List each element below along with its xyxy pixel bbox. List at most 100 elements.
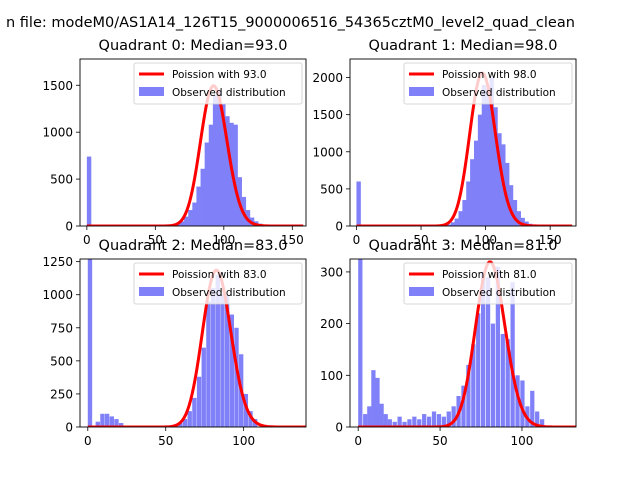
legend-fit-label: Poission with 83.0 bbox=[172, 269, 267, 281]
histogram-bar bbox=[375, 377, 380, 427]
histogram-bar bbox=[109, 416, 114, 427]
histogram-bar bbox=[417, 419, 422, 427]
x-tick-label: 0 bbox=[354, 434, 362, 448]
histogram-bar bbox=[210, 288, 216, 427]
histogram-bar bbox=[490, 323, 496, 427]
histogram-bar bbox=[367, 406, 372, 427]
histogram-bar bbox=[512, 200, 518, 226]
x-tick-label: 50 bbox=[413, 233, 428, 247]
legend-box bbox=[403, 62, 573, 105]
histogram-bar bbox=[510, 282, 515, 427]
y-tick-label: 200 bbox=[320, 317, 343, 331]
histogram-bar bbox=[500, 333, 505, 427]
histogram-bar bbox=[397, 416, 402, 427]
legend-box bbox=[403, 262, 573, 305]
histogram-bar bbox=[233, 124, 238, 226]
histogram-bar bbox=[436, 414, 442, 427]
histogram-bar bbox=[505, 339, 510, 427]
legend-box bbox=[133, 262, 303, 305]
y-tick-label: 1500 bbox=[42, 79, 73, 93]
y-tick-label: 0 bbox=[65, 220, 73, 234]
legend: Poission with 98.0 Observed distribution bbox=[403, 62, 573, 105]
histogram-bar bbox=[520, 380, 525, 427]
histogram-bar bbox=[356, 181, 361, 226]
histogram-bar bbox=[95, 421, 100, 427]
histogram-bar bbox=[234, 327, 239, 427]
y-tick-label: 2000 bbox=[312, 71, 343, 85]
histogram-bar bbox=[426, 416, 432, 427]
legend-fit-label: Poission with 98.0 bbox=[442, 69, 537, 81]
y-tick-label: 300 bbox=[320, 265, 343, 279]
histogram-bar bbox=[485, 88, 490, 226]
histogram-bar bbox=[383, 414, 388, 427]
legend: Poission with 83.0 Observed distribution bbox=[133, 262, 303, 305]
histogram-bar bbox=[216, 89, 222, 226]
histogram-bar bbox=[196, 376, 202, 427]
histogram-bar bbox=[466, 364, 471, 427]
x-tick-label: 50 bbox=[148, 233, 163, 247]
histogram-bar bbox=[481, 84, 487, 226]
panel-title: Quadrant 0: Median=93.0 bbox=[99, 38, 288, 54]
legend-hist-swatch bbox=[139, 87, 164, 96]
histogram-bar bbox=[215, 274, 220, 427]
x-tick-label: 50 bbox=[432, 434, 447, 448]
y-tick-label: 500 bbox=[50, 354, 73, 368]
histogram-bar bbox=[86, 156, 92, 226]
histogram-bar bbox=[100, 413, 105, 427]
panel-title: Quadrant 1: Median=98.0 bbox=[369, 38, 558, 54]
y-tick-label: 0 bbox=[335, 421, 343, 435]
histogram-bar bbox=[470, 159, 475, 226]
histogram-bar bbox=[196, 186, 201, 226]
histogram-bar bbox=[535, 411, 540, 427]
y-tick-label: 250 bbox=[50, 387, 73, 401]
histogram-bar bbox=[454, 218, 459, 226]
histogram-bar bbox=[188, 210, 193, 226]
histogram-bar bbox=[118, 423, 124, 427]
histogram-bar bbox=[206, 301, 211, 427]
x-tick-label: 150 bbox=[539, 233, 562, 247]
legend-box bbox=[133, 62, 303, 105]
histogram-bar bbox=[450, 222, 456, 226]
histogram-bar bbox=[358, 259, 363, 427]
histogram-bar bbox=[422, 414, 427, 427]
histogram-bar bbox=[392, 421, 397, 427]
plot-area bbox=[86, 84, 304, 226]
panel-title: Quadrant 3: Median=81.0 bbox=[369, 238, 558, 254]
y-tick-label: 1000 bbox=[42, 126, 73, 140]
y-tick-label: 100 bbox=[320, 369, 343, 383]
y-tick-label: 750 bbox=[50, 321, 73, 335]
histogram-bar bbox=[508, 185, 514, 226]
histogram-bar bbox=[379, 403, 384, 427]
x-tick-label: 0 bbox=[84, 434, 92, 448]
histogram-bar bbox=[204, 142, 210, 226]
histogram-bar bbox=[446, 411, 451, 427]
histogram-bar bbox=[192, 202, 197, 226]
histogram-bar bbox=[493, 107, 498, 226]
histogram-bar bbox=[182, 419, 188, 427]
x-tick-label: 100 bbox=[511, 434, 534, 448]
panel-3: 0 50 100 0 100 200 300 Quadrant 3: Median=81.0 P… bbox=[320, 238, 577, 448]
y-tick-label: 500 bbox=[320, 182, 343, 196]
histogram-bar bbox=[462, 200, 467, 226]
histogram-bar bbox=[224, 294, 230, 427]
histogram-bar bbox=[485, 277, 491, 427]
histogram-bar bbox=[471, 344, 476, 427]
histogram-bar bbox=[104, 413, 110, 427]
axes-frame bbox=[79, 58, 307, 227]
histogram-bar bbox=[387, 419, 392, 427]
histogram-bar bbox=[201, 347, 206, 427]
legend-hist-swatch bbox=[409, 87, 434, 96]
legend: Poission with 81.0 Observed distribution bbox=[403, 262, 573, 305]
histogram-bar bbox=[461, 385, 466, 427]
histogram-bar bbox=[371, 370, 376, 427]
histogram-bar bbox=[412, 416, 417, 427]
histogram-bar bbox=[221, 104, 226, 226]
histogram-bar bbox=[516, 211, 521, 226]
histogram-bar bbox=[220, 294, 225, 427]
histogram-bar bbox=[520, 217, 525, 226]
x-tick-label: 0 bbox=[83, 233, 91, 247]
figure-suptitle: n file: modeM0/AS1A14_126T15_9000006516_… bbox=[6, 15, 575, 31]
legend-hist-swatch bbox=[409, 287, 434, 296]
